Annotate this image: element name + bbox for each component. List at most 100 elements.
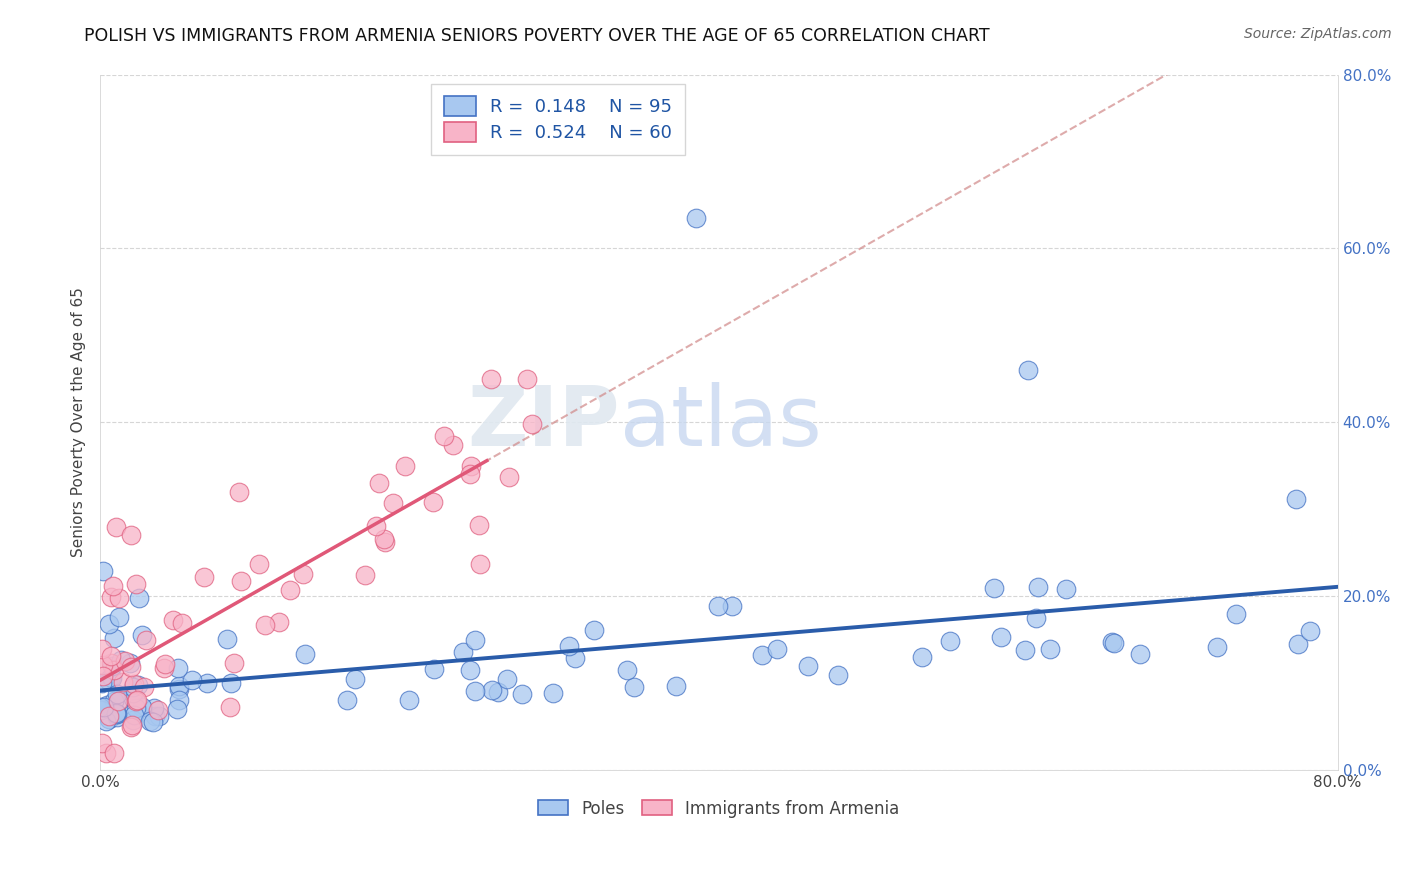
Point — [451, 645, 474, 659]
Point — [91, 735, 114, 749]
Point — [180, 673, 202, 688]
Point — [381, 496, 404, 510]
Point — [131, 700, 153, 714]
Point — [167, 661, 190, 675]
Point — [685, 211, 707, 225]
Point — [231, 574, 253, 588]
Point — [153, 661, 176, 675]
Point — [218, 699, 240, 714]
Point — [496, 672, 519, 686]
Point — [91, 658, 114, 673]
Point — [294, 647, 316, 661]
Point — [134, 681, 156, 695]
Point — [516, 372, 538, 386]
Point — [1102, 635, 1125, 649]
Point — [98, 617, 121, 632]
Point — [166, 702, 188, 716]
Point — [107, 694, 129, 708]
Point — [148, 709, 170, 723]
Legend: Poles, Immigrants from Armenia: Poles, Immigrants from Armenia — [531, 793, 905, 824]
Point — [219, 676, 242, 690]
Point — [96, 746, 118, 760]
Point — [105, 710, 128, 724]
Point — [217, 632, 239, 647]
Point — [114, 654, 136, 668]
Point — [120, 660, 142, 674]
Point — [458, 663, 481, 677]
Point — [103, 694, 125, 708]
Point — [124, 708, 146, 723]
Point — [1225, 607, 1247, 621]
Point — [751, 648, 773, 662]
Point — [91, 642, 114, 657]
Point — [193, 570, 215, 584]
Point — [1285, 492, 1308, 507]
Point — [103, 746, 125, 760]
Point — [522, 417, 544, 431]
Point — [423, 663, 446, 677]
Point — [195, 675, 218, 690]
Point — [564, 651, 586, 665]
Point — [94, 714, 117, 728]
Point — [125, 694, 148, 708]
Point — [623, 680, 645, 694]
Point — [108, 610, 131, 624]
Y-axis label: Seniors Poverty Over the Age of 65: Seniors Poverty Over the Age of 65 — [72, 287, 86, 558]
Point — [468, 557, 491, 571]
Point — [125, 701, 148, 715]
Point — [122, 690, 145, 705]
Point — [100, 591, 122, 605]
Point — [253, 618, 276, 632]
Point — [90, 703, 112, 717]
Point — [122, 677, 145, 691]
Point — [707, 599, 730, 614]
Point — [1026, 580, 1049, 594]
Point — [374, 535, 396, 549]
Point — [292, 567, 315, 582]
Point — [121, 686, 143, 700]
Point — [111, 674, 134, 689]
Point — [1017, 363, 1039, 377]
Point — [433, 428, 456, 442]
Point — [100, 671, 122, 685]
Point — [1054, 582, 1077, 596]
Point — [143, 709, 166, 723]
Point — [105, 707, 128, 722]
Point — [122, 680, 145, 694]
Point — [142, 714, 165, 729]
Point — [97, 712, 120, 726]
Point — [228, 484, 250, 499]
Point — [93, 564, 115, 578]
Point — [541, 686, 564, 700]
Point — [373, 532, 395, 546]
Point — [110, 653, 132, 667]
Point — [344, 672, 367, 686]
Point — [101, 579, 124, 593]
Point — [990, 631, 1012, 645]
Point — [120, 720, 142, 734]
Point — [135, 632, 157, 647]
Point — [121, 718, 143, 732]
Point — [97, 709, 120, 723]
Point — [100, 648, 122, 663]
Text: atlas: atlas — [620, 382, 821, 463]
Point — [336, 693, 359, 707]
Point — [100, 656, 122, 670]
Point — [464, 683, 486, 698]
Point — [616, 663, 638, 677]
Point — [104, 519, 127, 533]
Point — [131, 628, 153, 642]
Point — [103, 663, 125, 677]
Point — [398, 693, 420, 707]
Point — [89, 700, 111, 714]
Point — [105, 687, 128, 701]
Point — [162, 613, 184, 627]
Point — [938, 633, 960, 648]
Point — [222, 656, 245, 670]
Point — [90, 676, 112, 690]
Point — [167, 681, 190, 696]
Point — [1129, 647, 1152, 661]
Point — [127, 678, 149, 692]
Point — [558, 639, 581, 653]
Point — [827, 667, 849, 681]
